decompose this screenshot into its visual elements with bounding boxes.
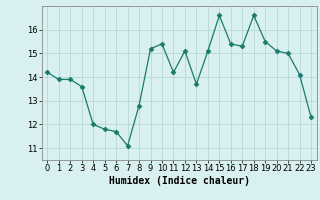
X-axis label: Humidex (Indice chaleur): Humidex (Indice chaleur)	[109, 176, 250, 186]
